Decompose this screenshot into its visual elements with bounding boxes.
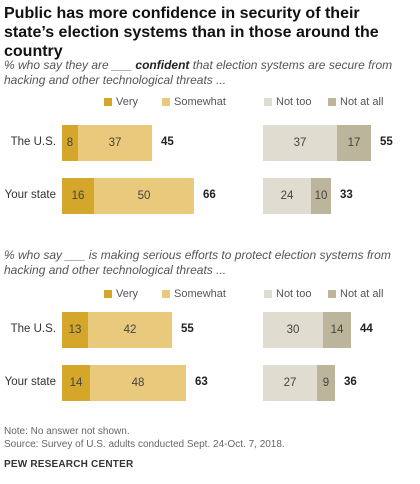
total-positive: 45 (161, 136, 174, 148)
subtitle-text: % who say they are ___ (4, 58, 136, 72)
bar-not-too: 37 (263, 125, 337, 161)
bar-very: 16 (62, 178, 94, 214)
row-label: Your state (4, 376, 56, 388)
legend-item: Not too (264, 96, 311, 108)
legend-swatch (264, 290, 272, 298)
bar-somewhat: 48 (90, 365, 186, 401)
total-negative: 36 (344, 376, 357, 388)
legend-item: Very (104, 288, 138, 300)
legend-item: Very (104, 96, 138, 108)
row-label: Your state (4, 189, 56, 201)
row-label: The U.S. (10, 136, 56, 148)
legend-swatch (264, 98, 272, 106)
total-positive: 63 (195, 376, 208, 388)
legend-swatch (162, 290, 170, 298)
bar-not-too: 24 (263, 178, 311, 214)
legend-item: Not at all (328, 288, 383, 300)
bar-very: 8 (62, 125, 78, 161)
legend-item: Not at all (328, 96, 383, 108)
row-label: The U.S. (10, 323, 56, 335)
bar-not-too: 30 (263, 312, 323, 348)
chart-title: Public has more confidence in security o… (4, 5, 379, 60)
total-positive: 55 (181, 323, 194, 335)
total-positive: 66 (203, 189, 216, 201)
bar-not-at-all: 14 (323, 312, 351, 348)
subtitle-emphasis: confident (135, 58, 190, 72)
bar-somewhat: 37 (78, 125, 152, 161)
legend-swatch (104, 98, 112, 106)
legend-label: Very (116, 288, 139, 300)
bar-not-at-all: 10 (311, 178, 331, 214)
legend-swatch (328, 98, 336, 106)
legend-label: Not at all (340, 288, 384, 300)
legend-label: Very (116, 96, 139, 108)
total-negative: 55 (380, 136, 393, 148)
legend-item: Somewhat (162, 288, 226, 300)
bar-not-too: 27 (263, 365, 317, 401)
bar-somewhat: 42 (88, 312, 172, 348)
brand-label: PEW RESEARCH CENTER (4, 459, 134, 470)
bar-very: 14 (62, 365, 90, 401)
subtitle-text: % who say ___ is making serious efforts … (4, 248, 391, 277)
legend-swatch (162, 98, 170, 106)
legend-label: Not too (276, 96, 312, 108)
bar-very: 13 (62, 312, 88, 348)
legend-item: Somewhat (162, 96, 226, 108)
chart-subtitle: % who say they are ___ confident that el… (4, 58, 414, 88)
bar-somewhat: 50 (94, 178, 194, 214)
bar-not-at-all: 9 (317, 365, 335, 401)
legend-label: Not too (276, 288, 312, 300)
total-negative: 33 (340, 189, 353, 201)
subtitle-text: that election systems are secure from ha… (4, 58, 393, 87)
source-text: Source: Survey of U.S. adults conducted … (4, 439, 285, 450)
legend-item: Not too (264, 288, 311, 300)
legend-label: Somewhat (174, 288, 226, 300)
bar-not-at-all: 17 (337, 125, 371, 161)
legend-label: Somewhat (174, 96, 226, 108)
legend-swatch (104, 290, 112, 298)
total-negative: 44 (360, 323, 373, 335)
chart-subtitle: % who say ___ is making serious efforts … (4, 248, 414, 278)
legend-label: Not at all (340, 96, 384, 108)
legend-swatch (328, 290, 336, 298)
note-text: Note: No answer not shown. (4, 426, 130, 437)
